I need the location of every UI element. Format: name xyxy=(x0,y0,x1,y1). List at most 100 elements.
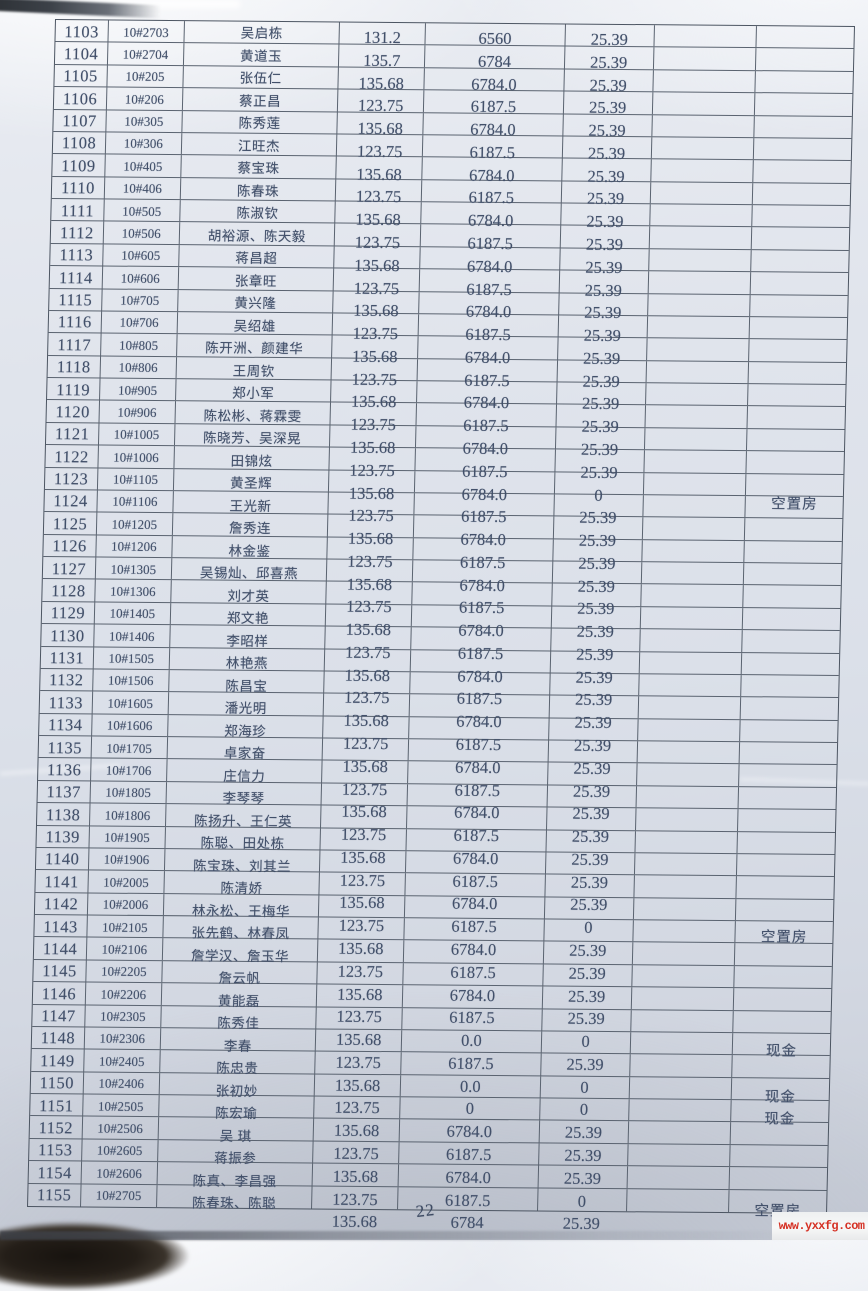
amount-cell: 6560 xyxy=(425,23,566,48)
area-value: 135.68 xyxy=(356,164,403,184)
remark-cell xyxy=(737,854,834,876)
fee-value: 25.39 xyxy=(589,75,627,95)
empty-cell xyxy=(628,1099,732,1122)
seq-value: 1143 xyxy=(43,916,78,936)
unit-value: 10#2305 xyxy=(99,1008,146,1024)
remark-cell xyxy=(753,205,850,227)
area-value: 123.75 xyxy=(342,733,389,754)
empty-cell xyxy=(630,1009,735,1033)
amount-value: 6187.5 xyxy=(463,415,509,436)
owner-value: 郑文艳 xyxy=(226,610,270,627)
seq-cell: 1113 xyxy=(50,243,104,266)
area-value: 135.68 xyxy=(333,1120,380,1141)
owner-cell: 张伍仁 xyxy=(183,65,340,89)
amount-value: 6187.5 xyxy=(451,916,498,937)
area-value: 135.68 xyxy=(346,574,393,594)
seq-cell: 1127 xyxy=(42,557,97,579)
fee-value: 25.39 xyxy=(572,781,611,801)
remark-value xyxy=(747,470,844,471)
fee-value: 25.39 xyxy=(574,712,612,733)
unit-value: 10#2406 xyxy=(98,1075,145,1092)
seq-value: 1133 xyxy=(48,692,84,713)
remark-cell: 空置房 xyxy=(730,1167,827,1219)
remark-value: 现金 xyxy=(764,1111,796,1129)
seq-value: 1108 xyxy=(61,133,97,153)
empty-cell xyxy=(641,562,745,585)
unit-value: 10#805 xyxy=(118,337,159,353)
remark-cell xyxy=(752,228,849,250)
owner-cell: 张章旺 xyxy=(178,267,335,290)
unit-value: 10#506 xyxy=(121,225,161,241)
fee-value: 25.39 xyxy=(578,530,617,551)
unit-cell: 10#406 xyxy=(104,177,181,200)
amount-value: 6187.5 xyxy=(458,598,505,618)
empty-cell xyxy=(631,964,736,988)
owner-cell: 黄兴隆 xyxy=(177,289,334,313)
empty-cell xyxy=(650,181,754,205)
owner-value: 李昭样 xyxy=(226,633,269,649)
seq-value: 1148 xyxy=(40,1028,76,1048)
unit-cell: 10#2605 xyxy=(81,1139,159,1162)
empty-cell xyxy=(635,808,739,831)
seq-value: 1118 xyxy=(56,357,91,377)
area-value: 123.75 xyxy=(332,1189,378,1209)
amount-value: 6187.5 xyxy=(447,1053,494,1073)
amount-value: 6784.0 xyxy=(469,119,516,140)
fee-value: 25.39 xyxy=(570,895,608,915)
empty-cell xyxy=(636,785,740,809)
unit-cell: 10#606 xyxy=(102,266,179,289)
area-value: 135.68 xyxy=(340,847,386,867)
owner-value: 蒋昌超 xyxy=(235,250,278,267)
fee-ledger-table: 1103 10#2703 吴启栋 131.2 6560 25.39 1104 1… xyxy=(27,19,856,1233)
seq-value: 1150 xyxy=(39,1073,75,1093)
seq-cell: 1142 xyxy=(34,892,89,915)
seq-cell: 1118 xyxy=(47,355,101,378)
area-value: 135.68 xyxy=(332,1166,379,1186)
remark-value xyxy=(755,128,852,129)
seq-cell: 1137 xyxy=(37,780,91,803)
fee-value: 0 xyxy=(583,918,593,938)
amount-value: 6784.0 xyxy=(454,757,501,777)
fee-value: 25.39 xyxy=(567,1008,605,1029)
fee-value: 25.39 xyxy=(570,872,609,892)
seq-value: 1142 xyxy=(43,894,79,914)
owner-cell: 王周钦 xyxy=(176,356,333,380)
remark-cell xyxy=(744,563,841,585)
amount-value: 6187.5 xyxy=(465,324,511,345)
empty-cell xyxy=(628,1121,732,1144)
remark-cell: 空置房 xyxy=(736,899,833,945)
empty-cell xyxy=(647,293,751,317)
remark-cell: 现金 xyxy=(734,1011,831,1059)
owner-cell: 郑小军 xyxy=(175,379,332,402)
unit-cell: 10#1905 xyxy=(89,825,166,849)
seq-cell: 1134 xyxy=(39,713,93,736)
amount-value: 6784.0 xyxy=(462,438,509,458)
seq-cell: 1140 xyxy=(35,847,90,870)
area-value: 123.75 xyxy=(355,187,402,207)
remark-value xyxy=(754,151,851,152)
area-value: 135.68 xyxy=(339,893,385,913)
fee-value: 25.39 xyxy=(573,735,612,756)
seq-cell: 1151 xyxy=(30,1094,84,1116)
area-value: 123.75 xyxy=(347,551,393,571)
owner-cell: 江旺杰 xyxy=(181,133,338,156)
unit-cell: 10#2406 xyxy=(83,1072,160,1095)
seq-value: 1114 xyxy=(58,267,93,288)
fee-value: 0 xyxy=(581,1031,590,1051)
seq-cell: 1114 xyxy=(49,266,104,288)
amount-value: 6784.0 xyxy=(465,301,512,322)
unit-cell: 10#2505 xyxy=(83,1094,160,1117)
seq-cell: 1128 xyxy=(42,579,96,602)
unit-cell: 10#1506 xyxy=(93,669,170,692)
seq-cell: 1109 xyxy=(52,154,106,177)
amount-value: 6560 xyxy=(478,28,512,48)
amount-value: 6187.5 xyxy=(469,142,516,162)
seq-value: 1123 xyxy=(53,469,89,489)
seq-value: 1115 xyxy=(58,290,93,310)
owner-value: 陈晓芳、吴深晃 xyxy=(202,430,302,447)
seq-value: 1147 xyxy=(41,1006,76,1026)
fee-value: 25.39 xyxy=(569,940,607,961)
fee-value: 25.39 xyxy=(588,120,626,141)
amount-value: 6187.5 xyxy=(468,188,515,208)
seq-cell: 1126 xyxy=(43,534,97,557)
